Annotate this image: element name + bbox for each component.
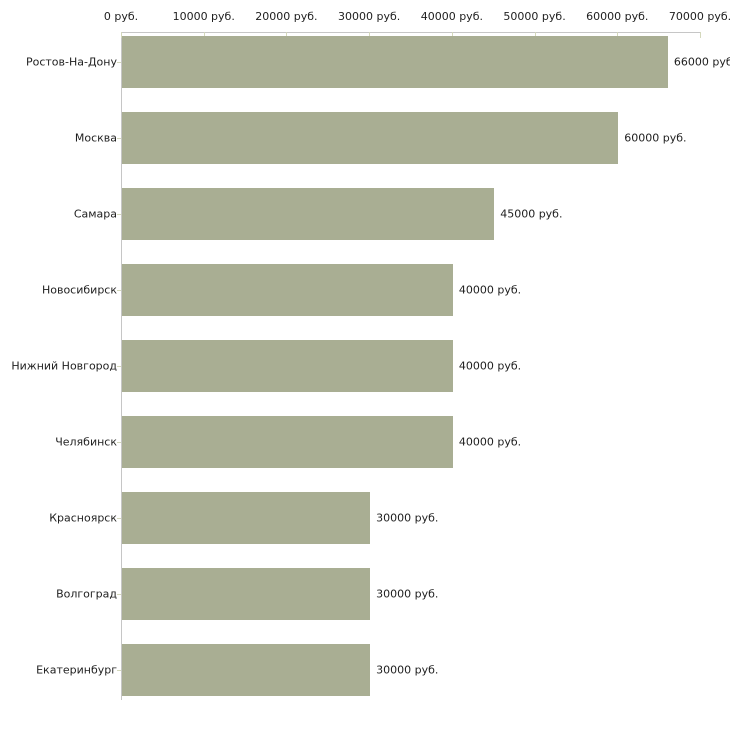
value-label: 30000 руб. (376, 511, 439, 525)
value-label: 30000 руб. (376, 587, 439, 601)
x-axis-tick (617, 32, 619, 38)
y-axis-tick (117, 518, 121, 519)
value-label: 45000 руб. (500, 207, 563, 221)
y-axis-tick (117, 290, 121, 291)
x-axis-tick-label: 40000 руб. (420, 10, 483, 23)
category-label: Челябинск (55, 435, 117, 449)
category-label: Красноярск (49, 511, 117, 525)
x-axis-tick-label: 0 руб. (103, 10, 139, 23)
bar-segment (122, 112, 619, 164)
y-axis-tick (117, 214, 121, 215)
y-axis-tick (117, 594, 121, 595)
y-axis-line (121, 32, 122, 700)
x-axis-tick-label: 50000 руб. (503, 10, 566, 23)
bar-segment (122, 644, 371, 696)
x-axis-tick-label: 30000 руб. (338, 10, 401, 23)
y-axis-tick (117, 442, 121, 443)
x-axis-tick (203, 32, 205, 38)
bar-segment (122, 36, 668, 88)
value-label: 60000 руб. (624, 131, 687, 145)
value-label: 40000 руб. (458, 435, 522, 449)
category-label: Москва (74, 131, 117, 145)
x-axis-tick (286, 32, 288, 38)
bar-segment (122, 340, 453, 392)
category-label: Волгоград (56, 587, 117, 601)
x-axis-tick-label: 60000 руб. (586, 10, 649, 23)
bar-segment (122, 264, 453, 316)
category-label: Екатеринбург (36, 663, 117, 677)
x-axis-tick-label: 20000 руб. (255, 10, 318, 23)
x-axis-tick (451, 32, 453, 38)
bar-segment (122, 568, 371, 620)
category-label: Ростов-На-Дону (25, 55, 117, 69)
bar-segment (122, 188, 495, 240)
value-label: 30000 руб. (376, 663, 439, 677)
y-axis-tick (117, 366, 121, 367)
x-axis-line (121, 32, 701, 33)
category-label: Новосибирск (41, 283, 117, 297)
value-label: 40000 руб. (458, 359, 522, 373)
y-axis-tick (117, 138, 121, 139)
category-label: Нижний Новгород (11, 359, 117, 373)
y-axis-tick (117, 62, 121, 63)
value-label: 40000 руб. (458, 283, 522, 297)
category-label: Самара (73, 207, 117, 221)
x-axis-tick-label: 10000 руб. (172, 10, 235, 23)
x-axis-tick-label: 70000 руб. (668, 10, 730, 23)
y-axis-tick (117, 670, 121, 671)
bar-segment (122, 416, 453, 468)
x-axis-tick (121, 32, 122, 38)
x-axis-tick (700, 32, 701, 38)
x-axis-tick (534, 32, 536, 38)
bar-segment (122, 492, 371, 544)
value-label: 66000 руб (673, 55, 730, 69)
x-axis-tick (369, 32, 371, 38)
